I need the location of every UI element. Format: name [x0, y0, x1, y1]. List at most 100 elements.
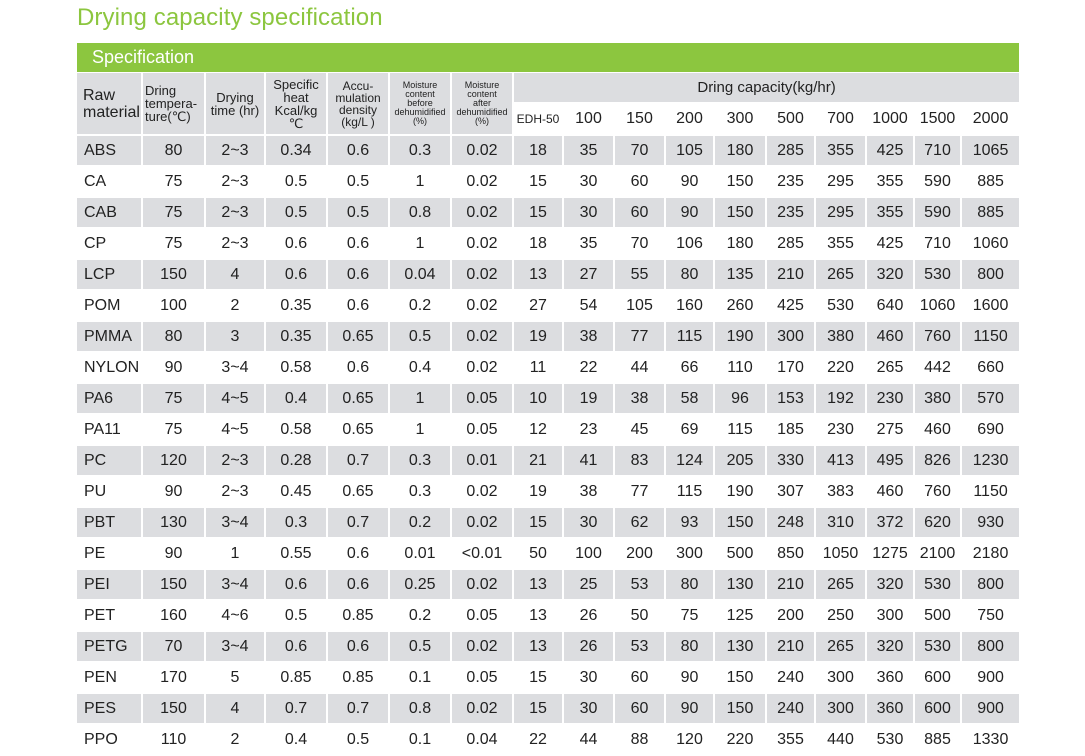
- cell-cap-300: 115: [715, 415, 767, 446]
- cell-cap-1500: 710: [915, 229, 962, 260]
- header-specific-heat: Specific heat Kcal/kg ℃: [266, 73, 328, 136]
- cell-moisture-before: 1: [390, 415, 452, 446]
- cell-cap-150: 83: [615, 446, 666, 477]
- cell-cap-200: 120: [666, 725, 715, 756]
- table-row: PA11 75 4~5 0.58 0.65 1 0.05 12 23 45 69 115 185 230 2…: [77, 415, 1020, 446]
- cell-specific-heat: 0.85: [266, 663, 328, 694]
- cell-moisture-before: 0.04: [390, 260, 452, 291]
- cell-drying-time: 4~5: [206, 384, 266, 415]
- cell-moisture-after: 0.05: [452, 663, 514, 694]
- cell-moisture-after: 0.02: [452, 167, 514, 198]
- cell-cap-edh-50: 15: [514, 167, 564, 198]
- cell-cap-1500: 530: [915, 632, 962, 663]
- cell-cap-1000: 460: [867, 322, 915, 353]
- cell-cap-300: 150: [715, 508, 767, 539]
- cell-cap-1500: 710: [915, 136, 962, 167]
- cell-cap-100: 19: [564, 384, 615, 415]
- cell-cap-300: 500: [715, 539, 767, 570]
- cell-moisture-after: 0.02: [452, 632, 514, 663]
- cell-drying-time: 2~3: [206, 136, 266, 167]
- cell-cap-2000: 660: [962, 353, 1020, 384]
- cell-moisture-after: 0.01: [452, 446, 514, 477]
- cell-cap-300: 135: [715, 260, 767, 291]
- table-row: LCP 150 4 0.6 0.6 0.04 0.02 13 27 55 80 135 210 265 32…: [77, 260, 1020, 291]
- cell-cap-2000: 885: [962, 167, 1020, 198]
- cell-cap-edh-50: 50: [514, 539, 564, 570]
- cell-moisture-after: 0.02: [452, 260, 514, 291]
- cell-specific-heat: 0.35: [266, 291, 328, 322]
- cell-dring-temperature: 150: [143, 694, 206, 725]
- cell-moisture-before: 0.1: [390, 725, 452, 756]
- cell-cap-200: 80: [666, 632, 715, 663]
- cell-moisture-after: <0.01: [452, 539, 514, 570]
- cell-drying-time: 2~3: [206, 167, 266, 198]
- header-raw-material: Raw material: [77, 73, 143, 136]
- cell-dring-temperature: 100: [143, 291, 206, 322]
- cell-cap-150: 77: [615, 322, 666, 353]
- cell-raw-material: LCP: [77, 260, 143, 291]
- cell-cap-100: 30: [564, 663, 615, 694]
- header-model-500: 500: [767, 104, 816, 136]
- cell-cap-700: 355: [816, 136, 867, 167]
- cell-dring-temperature: 120: [143, 446, 206, 477]
- cell-moisture-after: 0.05: [452, 415, 514, 446]
- cell-accumulation-density: 0.7: [328, 694, 390, 725]
- cell-cap-1000: 425: [867, 136, 915, 167]
- cell-accumulation-density: 0.85: [328, 601, 390, 632]
- table-row: PE 90 1 0.55 0.6 0.01 <0.01 50 100 200 300 500 850 10…: [77, 539, 1020, 570]
- cell-drying-time: 4: [206, 694, 266, 725]
- cell-cap-1500: 460: [915, 415, 962, 446]
- cell-accumulation-density: 0.6: [328, 136, 390, 167]
- cell-cap-150: 60: [615, 167, 666, 198]
- cell-drying-time: 5: [206, 663, 266, 694]
- cell-dring-temperature: 90: [143, 477, 206, 508]
- table-row: PES 150 4 0.7 0.7 0.8 0.02 15 30 60 90 150 240 300 360…: [77, 694, 1020, 725]
- table-row: PETG 70 3~4 0.6 0.6 0.5 0.02 13 26 53 80 130 210 265 3…: [77, 632, 1020, 663]
- header-model-2000: 2000: [962, 104, 1020, 136]
- cell-cap-150: 77: [615, 477, 666, 508]
- cell-drying-time: 3~4: [206, 508, 266, 539]
- cell-cap-edh-50: 18: [514, 229, 564, 260]
- cell-raw-material: CA: [77, 167, 143, 198]
- cell-cap-edh-50: 13: [514, 601, 564, 632]
- cell-cap-edh-50: 13: [514, 632, 564, 663]
- header-model-1000: 1000: [867, 104, 915, 136]
- cell-dring-temperature: 150: [143, 570, 206, 601]
- cell-moisture-before: 0.01: [390, 539, 452, 570]
- cell-cap-100: 25: [564, 570, 615, 601]
- cell-moisture-before: 0.2: [390, 508, 452, 539]
- cell-drying-time: 2: [206, 291, 266, 322]
- cell-drying-time: 3~4: [206, 353, 266, 384]
- cell-dring-temperature: 75: [143, 229, 206, 260]
- cell-accumulation-density: 0.65: [328, 477, 390, 508]
- cell-cap-200: 90: [666, 167, 715, 198]
- cell-accumulation-density: 0.65: [328, 415, 390, 446]
- cell-cap-edh-50: 15: [514, 198, 564, 229]
- cell-cap-100: 26: [564, 632, 615, 663]
- table-row: PA6 75 4~5 0.4 0.65 1 0.05 10 19 38 58 96 153 192 230 3…: [77, 384, 1020, 415]
- cell-cap-500: 300: [767, 322, 816, 353]
- cell-cap-1000: 320: [867, 570, 915, 601]
- cell-cap-1000: 355: [867, 167, 915, 198]
- cell-cap-150: 105: [615, 291, 666, 322]
- cell-moisture-before: 0.3: [390, 477, 452, 508]
- cell-cap-300: 110: [715, 353, 767, 384]
- table-row: PET 160 4~6 0.5 0.85 0.2 0.05 13 26 50 75 125 200 250…: [77, 601, 1020, 632]
- cell-cap-700: 220: [816, 353, 867, 384]
- cell-drying-time: 3: [206, 322, 266, 353]
- cell-cap-500: 153: [767, 384, 816, 415]
- cell-cap-edh-50: 18: [514, 136, 564, 167]
- cell-drying-time: 2: [206, 725, 266, 756]
- cell-moisture-after: 0.02: [452, 694, 514, 725]
- cell-cap-1500: 590: [915, 198, 962, 229]
- cell-cap-500: 235: [767, 198, 816, 229]
- page-title: Drying capacity specification: [77, 4, 383, 31]
- cell-cap-1000: 355: [867, 198, 915, 229]
- cell-cap-300: 150: [715, 694, 767, 725]
- cell-specific-heat: 0.6: [266, 570, 328, 601]
- cell-cap-700: 530: [816, 291, 867, 322]
- cell-specific-heat: 0.4: [266, 725, 328, 756]
- cell-cap-200: 93: [666, 508, 715, 539]
- cell-cap-100: 38: [564, 477, 615, 508]
- cell-moisture-before: 0.5: [390, 632, 452, 663]
